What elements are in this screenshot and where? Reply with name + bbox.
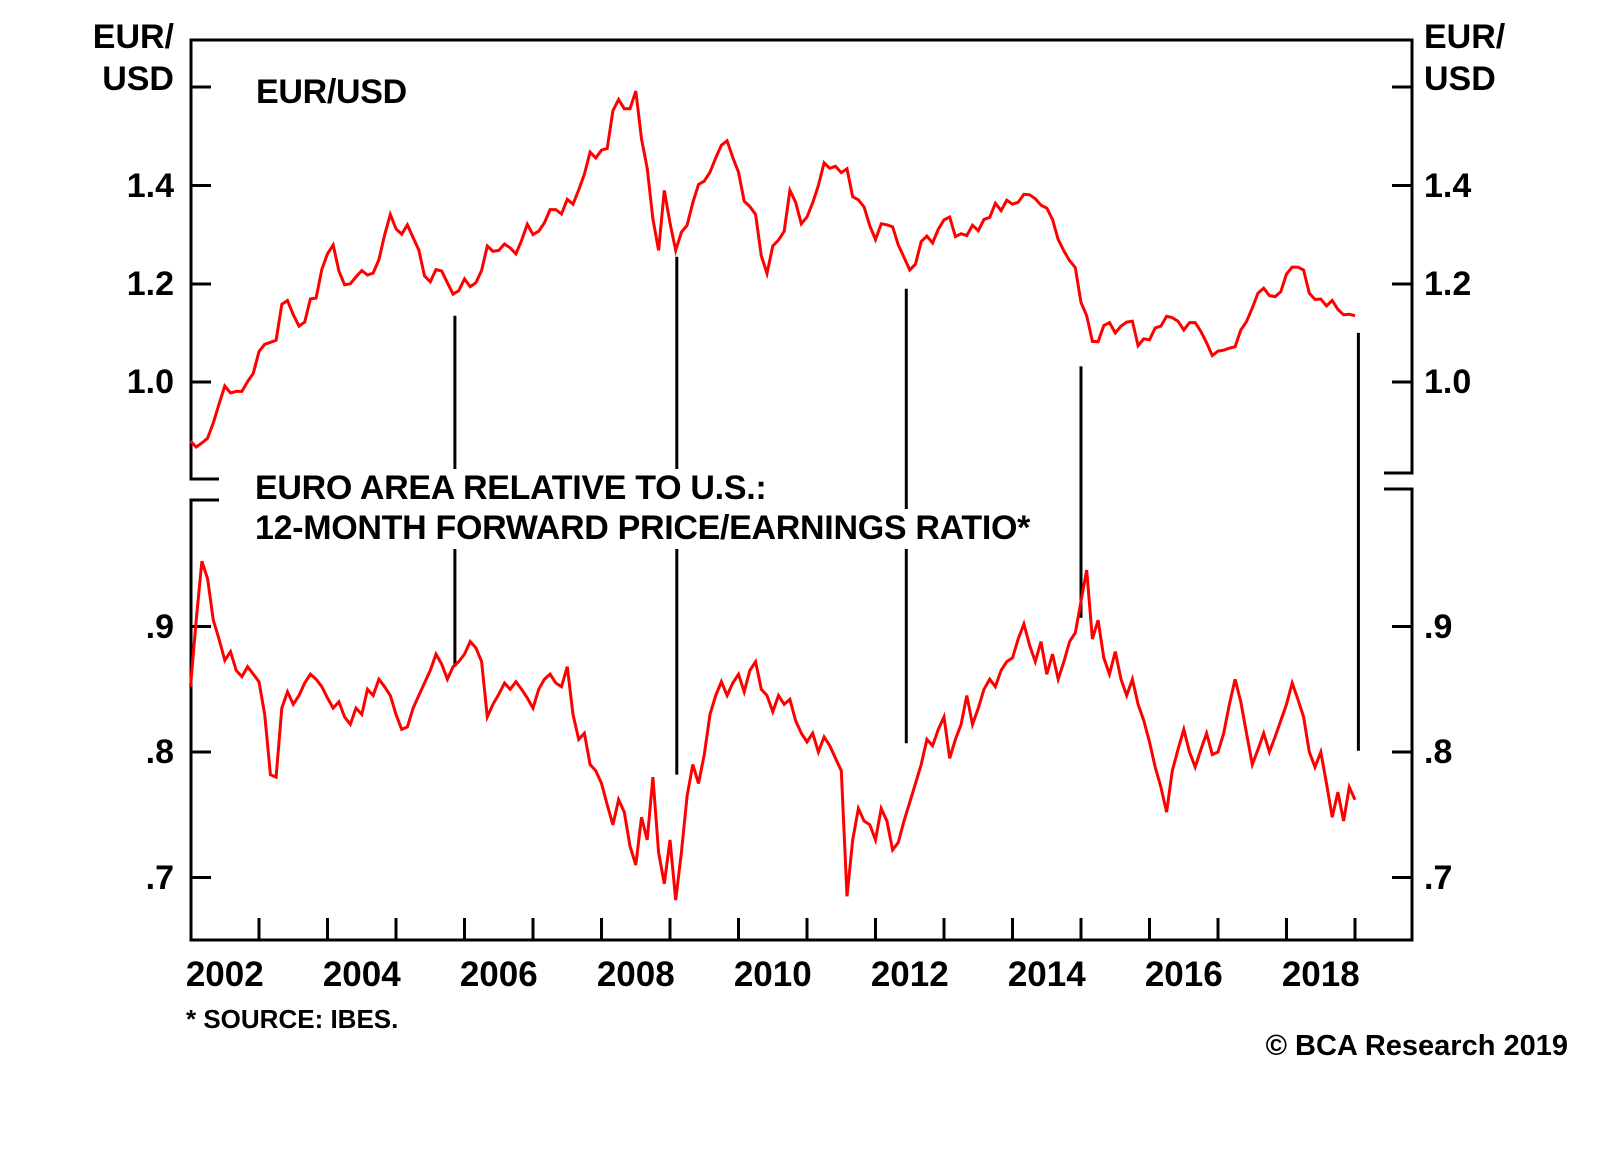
y-axis-unit-line1: EUR/ [92, 18, 174, 56]
y-tick-label: .9 [145, 607, 174, 646]
y-tick-label: 1.4 [1424, 166, 1472, 205]
bottom-panel-title-line2: 12-MONTH FORWARD PRICE/EARNINGS RATIO* [251, 509, 1043, 549]
y-axis-unit-label-left: EUR/ USD [86, 16, 174, 100]
y-tick-label: .8 [1424, 733, 1453, 771]
x-tick-label-2002: 2002 [185, 955, 264, 994]
relative-pe-series-line [189, 560, 1357, 901]
y-tick-label: 1.2 [126, 264, 174, 303]
y-tick-label: 1.2 [1424, 264, 1472, 303]
y-tick-label: .9 [1424, 607, 1453, 646]
top-panel-title: EUR/USD [256, 73, 407, 111]
y-axis-unit-line1: EUR/ [1424, 18, 1506, 56]
y-tick-label: 1.0 [126, 363, 174, 402]
eurusd-series-line [189, 90, 1356, 449]
bottom-panel-title: EURO AREA RELATIVE TO U.S.: 12-MONTH FOR… [251, 469, 1043, 549]
y-tick-label: .7 [145, 858, 174, 897]
y-axis-unit-label-right: EUR/ USD [1424, 16, 1505, 100]
y-tick-label: .8 [145, 733, 174, 771]
x-tick-label-2006: 2006 [459, 955, 538, 994]
copyright-notice: © BCA Research 2019 [1265, 1030, 1568, 1062]
x-tick-label-2014: 2014 [1007, 955, 1086, 994]
bottom-panel-title-line1: EURO AREA RELATIVE TO U.S.: [251, 469, 779, 509]
y-tick-label: 1.4 [126, 166, 174, 205]
top-panel-frame [189, 38, 1414, 481]
x-tick-label-2010: 2010 [733, 955, 812, 994]
bottom-panel-frame [189, 487, 1414, 942]
x-tick-label-2012: 2012 [870, 955, 949, 994]
y-axis-unit-line2: USD [102, 60, 174, 98]
x-tick-label-2018: 2018 [1281, 955, 1360, 994]
y-tick-label: 1.0 [1424, 363, 1472, 402]
x-tick-label-2004: 2004 [322, 955, 401, 994]
y-axis-unit-line2: USD [1424, 60, 1496, 98]
x-tick-label-2016: 2016 [1144, 955, 1223, 994]
source-footnote: * SOURCE: IBES. [186, 1004, 399, 1034]
y-tick-label: .7 [1424, 858, 1453, 897]
x-tick-label-2008: 2008 [596, 955, 675, 994]
